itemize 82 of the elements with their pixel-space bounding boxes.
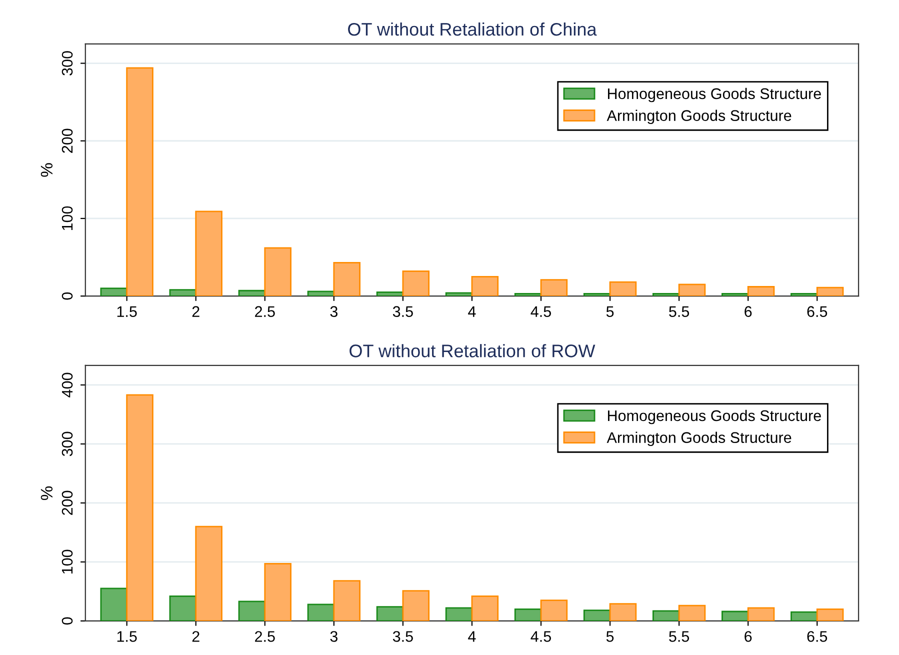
x-tick-label: 2 xyxy=(192,631,200,642)
bar xyxy=(816,608,844,621)
chart-title: OT without Retaliation of ROW xyxy=(350,344,596,358)
bar xyxy=(376,606,404,621)
bar xyxy=(264,563,292,621)
y-axis-title: % xyxy=(40,486,53,500)
y-tick-label: 0 xyxy=(62,617,73,625)
bar xyxy=(238,600,266,621)
bar xyxy=(722,610,749,621)
legend-label: Homogeneous Goods Structure xyxy=(608,410,821,424)
y-tick-label: 400 xyxy=(62,372,73,398)
bar xyxy=(195,210,222,296)
bar xyxy=(100,288,128,296)
y-tick-label: 200 xyxy=(62,490,73,515)
chart-title: OT without Retaliation of China xyxy=(348,22,597,36)
bar xyxy=(471,595,499,621)
bar xyxy=(126,67,154,296)
x-tick-label: 5 xyxy=(606,631,614,642)
bar xyxy=(514,608,542,621)
bar xyxy=(126,394,154,621)
x-tick-label: 6 xyxy=(744,306,752,318)
bar xyxy=(747,607,775,621)
bar xyxy=(747,286,775,296)
x-tick-label: 1.5 xyxy=(117,631,137,642)
bar xyxy=(790,611,818,621)
bar xyxy=(307,290,335,296)
x-tick-label: 4.5 xyxy=(530,631,551,642)
legend-label: Homogeneous Goods Structure xyxy=(608,88,821,102)
bar xyxy=(816,286,844,296)
bar xyxy=(583,610,611,621)
x-tick-label: 3.5 xyxy=(392,631,413,642)
x-tick-label: 4.5 xyxy=(530,306,551,318)
bar xyxy=(471,276,499,296)
x-tick-label: 5 xyxy=(606,306,614,318)
x-tick-label: 4 xyxy=(468,631,476,642)
y-axis-title: % xyxy=(40,163,53,177)
bar xyxy=(609,603,637,621)
x-tick-label: 6.5 xyxy=(807,631,828,642)
bar xyxy=(376,291,404,296)
x-tick-label: 6 xyxy=(744,631,752,642)
x-tick-label: 1.5 xyxy=(117,306,137,318)
legend-label: Armington Goods Structure xyxy=(606,110,792,124)
bar xyxy=(169,289,197,296)
bar xyxy=(402,590,430,621)
bar xyxy=(722,293,749,296)
y-tick-label: 300 xyxy=(62,51,73,76)
bar xyxy=(652,610,680,621)
bar xyxy=(333,580,360,621)
bar xyxy=(195,526,222,621)
y-tick-label: 300 xyxy=(62,432,73,456)
bar xyxy=(540,279,568,296)
bar xyxy=(790,293,818,296)
x-tick-label: 3 xyxy=(330,306,338,318)
bar xyxy=(445,607,473,621)
x-tick-label: 5.5 xyxy=(669,631,690,642)
bar xyxy=(540,600,568,621)
bar xyxy=(583,293,611,296)
legend-label: Armington Goods Structure xyxy=(606,432,792,446)
bar xyxy=(609,281,637,296)
y-tick-label: 100 xyxy=(62,206,73,230)
bar xyxy=(678,284,706,296)
x-tick-label: 6.5 xyxy=(807,306,828,318)
x-tick-label: 3.5 xyxy=(392,306,413,318)
y-tick-label: 100 xyxy=(62,550,73,574)
bar xyxy=(402,270,430,296)
x-tick-label: 5.5 xyxy=(669,306,690,318)
bar xyxy=(100,588,128,621)
y-tick-label: 0 xyxy=(62,292,73,300)
x-tick-label: 2.5 xyxy=(255,631,275,642)
bar xyxy=(169,595,197,621)
bar xyxy=(238,290,266,296)
bar xyxy=(333,262,360,296)
x-tick-label: 2 xyxy=(192,306,200,317)
y-tick-label: 200 xyxy=(62,128,73,153)
x-tick-label: 3 xyxy=(330,631,338,642)
bar xyxy=(678,604,706,621)
x-tick-label: 2.5 xyxy=(255,306,275,318)
bar xyxy=(307,604,335,621)
bar xyxy=(652,293,680,296)
x-tick-label: 4 xyxy=(468,306,476,317)
bar xyxy=(514,293,542,296)
bar xyxy=(264,247,292,296)
